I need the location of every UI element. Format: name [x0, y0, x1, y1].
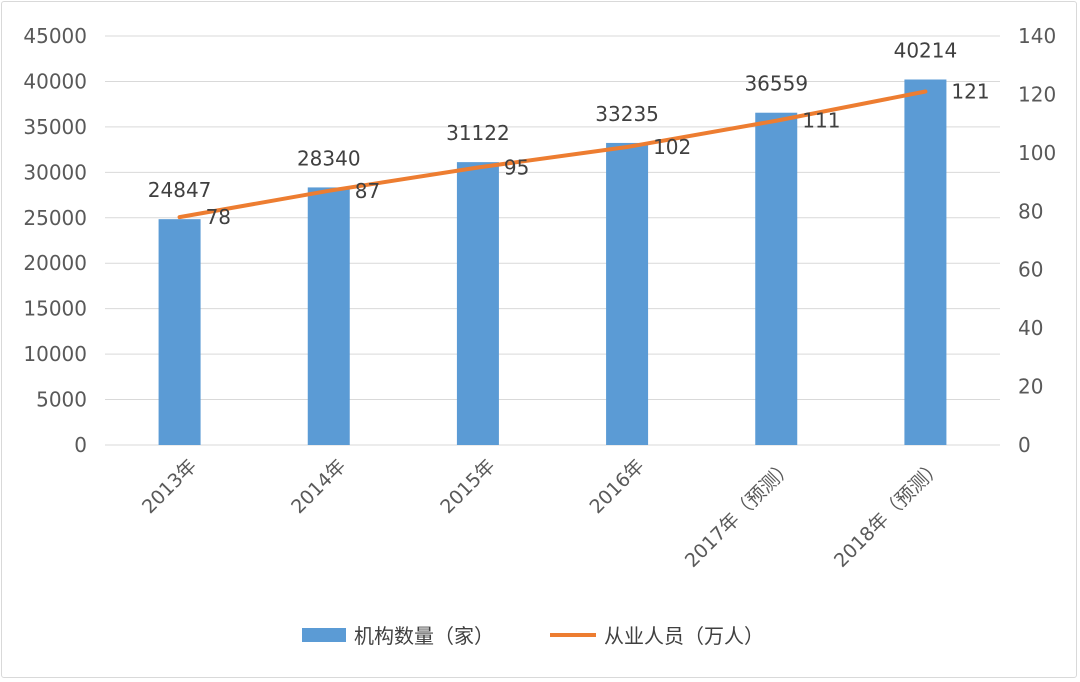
left-tick-label: 0: [74, 433, 87, 457]
line-value-label: 121: [951, 80, 989, 104]
left-axis-ticks: 0 5000 10000 15000 20000 25000 30000 35000 40000…: [23, 24, 87, 457]
left-tick-label: 5000: [36, 388, 87, 412]
line-value-label: 102: [653, 135, 691, 159]
bar: [307, 187, 350, 445]
legend: 机构数量（家） 从业人员（万人）: [302, 624, 764, 648]
bar-value-label: 28340: [297, 146, 361, 170]
category-label: 2015年: [436, 455, 499, 518]
bar-value-label: 31122: [446, 121, 510, 145]
right-tick-label: 80: [1018, 199, 1043, 223]
left-tick-label: 30000: [23, 160, 87, 184]
bar: [158, 219, 201, 445]
right-tick-label: 120: [1018, 82, 1056, 106]
line-path: [177, 89, 928, 220]
bar-value-label: 40214: [894, 38, 958, 62]
category-label: 2014年: [287, 455, 350, 518]
legend-line-label: 从业人员（万人）: [604, 624, 764, 648]
line-value-label: 87: [355, 179, 380, 203]
line-data-labels: 78 87 95 102 111 121: [206, 80, 990, 230]
right-axis-ticks: 0 20 40 60 80 100 120 140: [1018, 24, 1056, 457]
line-value-label: 95: [504, 155, 529, 179]
line-value-label: 78: [206, 205, 231, 229]
bar: [755, 112, 798, 446]
category-labels: 2013年 2014年 2015年 2016年 2017年（预测） 2018年（预测）: [138, 455, 947, 572]
right-tick-label: 140: [1018, 24, 1056, 48]
bar-value-label: 33235: [595, 102, 659, 126]
bar: [606, 142, 649, 445]
left-tick-label: 20000: [23, 251, 87, 275]
left-tick-label: 25000: [23, 206, 87, 230]
left-tick-label: 10000: [23, 342, 87, 366]
right-tick-label: 60: [1018, 258, 1043, 282]
right-tick-label: 0: [1018, 433, 1031, 457]
gridlines: [105, 35, 1000, 446]
category-label: 2016年: [585, 455, 648, 518]
category-label: 2017年（预测）: [681, 455, 798, 572]
bar: [904, 79, 947, 445]
category-label: 2013年: [138, 455, 201, 518]
bar-value-label: 36559: [744, 72, 808, 96]
left-tick-label: 35000: [23, 115, 87, 139]
right-tick-label: 40: [1018, 316, 1043, 340]
left-tick-label: 40000: [23, 69, 87, 93]
line-value-label: 111: [802, 109, 840, 133]
bar-series: [158, 79, 947, 446]
right-tick-label: 100: [1018, 141, 1056, 165]
bar-value-label: 24847: [148, 178, 212, 202]
left-tick-label: 15000: [23, 297, 87, 321]
legend-bar-swatch: [302, 628, 346, 642]
left-tick-label: 45000: [23, 24, 87, 48]
line-series: [177, 89, 928, 220]
right-tick-label: 20: [1018, 375, 1043, 399]
legend-bar-label: 机构数量（家）: [354, 624, 494, 648]
bar: [456, 162, 499, 445]
bar-data-labels: 24847 28340 31122 33235 36559 40214: [148, 38, 957, 202]
category-label: 2018年（预测）: [830, 455, 947, 572]
